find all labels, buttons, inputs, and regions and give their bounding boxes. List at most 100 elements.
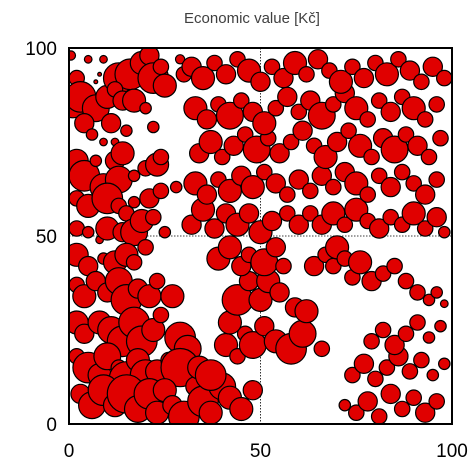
data-point: [199, 401, 222, 424]
y-tick-label: 50: [36, 227, 57, 248]
data-point: [153, 183, 168, 198]
data-point: [429, 172, 444, 187]
data-point: [387, 258, 402, 273]
data-point: [146, 210, 161, 225]
data-point: [354, 354, 373, 373]
data-point: [429, 394, 444, 409]
data-point: [69, 221, 84, 236]
x-tick-label: 100: [436, 441, 468, 462]
data-point: [381, 178, 400, 197]
y-tick-label: 0: [46, 415, 57, 436]
data-point: [138, 240, 153, 255]
data-point: [410, 315, 425, 330]
data-point: [126, 255, 141, 270]
data-point: [128, 197, 139, 208]
data-point: [195, 360, 226, 391]
data-point: [197, 110, 216, 129]
data-point: [159, 227, 170, 238]
data-point: [427, 208, 446, 227]
x-tick-label: 0: [64, 441, 75, 462]
data-point: [278, 87, 297, 106]
data-point: [121, 125, 132, 136]
x-tick-label: 50: [250, 441, 271, 462]
data-point: [90, 155, 101, 166]
data-point: [251, 72, 270, 91]
data-point: [364, 334, 379, 349]
data-point: [414, 352, 429, 367]
data-point: [410, 285, 425, 300]
data-point: [140, 103, 151, 114]
data-point: [262, 211, 281, 230]
data-point: [381, 102, 400, 121]
data-point: [439, 227, 450, 238]
data-point: [171, 181, 182, 192]
data-point: [100, 56, 108, 64]
data-point: [418, 112, 433, 127]
data-point: [66, 51, 75, 60]
data-point: [276, 258, 291, 273]
y-tick-label: 100: [25, 39, 57, 60]
data-point: [94, 80, 98, 84]
data-point: [354, 69, 373, 88]
data-point: [372, 409, 387, 424]
data-point: [398, 326, 413, 341]
data-point: [239, 204, 258, 223]
data-point: [295, 300, 318, 323]
data-point: [299, 67, 314, 82]
data-point: [421, 149, 436, 164]
data-point: [161, 285, 184, 308]
data-point: [435, 321, 446, 332]
data-point: [368, 371, 383, 386]
y-axis-ticks: 0 50 100: [25, 39, 57, 436]
data-point: [83, 227, 94, 238]
data-point: [153, 59, 168, 74]
data-point: [153, 307, 168, 322]
data-point: [364, 149, 379, 164]
data-point: [395, 401, 410, 416]
data-point: [153, 74, 176, 97]
data-point: [439, 358, 450, 369]
data-point: [293, 121, 312, 140]
data-point: [216, 65, 235, 84]
data-point: [358, 392, 377, 411]
data-point: [86, 129, 97, 140]
data-point: [314, 341, 329, 356]
data-point: [381, 384, 400, 403]
data-point: [398, 273, 413, 288]
data-point: [98, 72, 102, 76]
data-point: [100, 138, 108, 146]
data-point: [437, 70, 452, 85]
data-point: [360, 187, 375, 202]
data-point: [433, 131, 448, 146]
data-point: [111, 142, 134, 165]
data-point: [148, 121, 159, 132]
data-point: [429, 97, 444, 112]
data-point: [280, 187, 295, 202]
data-point: [431, 287, 442, 298]
data-point: [289, 320, 316, 347]
data-point: [375, 322, 390, 337]
data-point: [402, 364, 417, 379]
data-point: [395, 164, 410, 179]
data-point: [270, 283, 289, 302]
data-point: [149, 273, 164, 288]
data-point: [218, 236, 241, 259]
data-point: [406, 390, 421, 405]
data-point: [423, 332, 434, 343]
data-point: [153, 149, 168, 164]
data-point: [243, 381, 262, 400]
data-point: [360, 112, 375, 127]
data-point: [102, 114, 121, 133]
data-point: [197, 185, 216, 204]
data-point: [441, 300, 449, 308]
data-point: [303, 183, 318, 198]
data-point: [230, 398, 253, 421]
data-point: [414, 74, 429, 89]
data-point: [84, 56, 92, 64]
chart-title: Economic value [Kč]: [184, 10, 320, 27]
data-point: [326, 179, 341, 194]
data-point: [349, 251, 372, 274]
x-axis-ticks: 0 50 100: [64, 441, 468, 462]
data-point: [416, 185, 435, 204]
